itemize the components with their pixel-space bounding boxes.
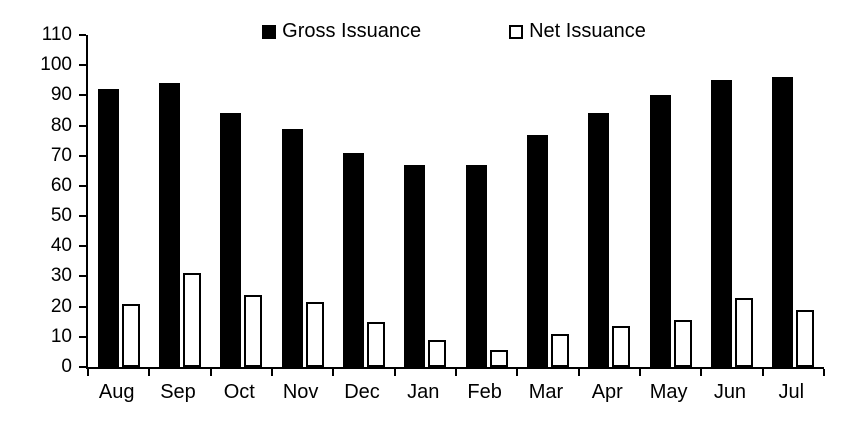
- x-tick-mark: [639, 369, 641, 376]
- x-tick-label-jun: Jun: [713, 381, 747, 403]
- x-tick-label-mar: Mar: [528, 381, 564, 403]
- y-tick-label: 40: [50, 235, 72, 257]
- net-issuance-bar-jan: [428, 339, 447, 367]
- hollow-square-icon: [509, 24, 524, 39]
- y-tick-mark: [79, 34, 86, 36]
- y-tick-mark: [79, 94, 86, 97]
- x-tick-label-jan: Jan: [407, 381, 440, 403]
- x-tick-mark: [700, 369, 703, 376]
- bar-group-apr: [579, 35, 640, 367]
- x-tick-label-jul: Jul: [778, 381, 805, 403]
- gross-issuance-bar-apr: [588, 113, 610, 367]
- x-tick-mark: [87, 369, 89, 376]
- bar-group-may: [640, 35, 701, 367]
- gross-issuance-bar-sep: [158, 83, 180, 367]
- y-tick-label: 20: [50, 295, 72, 317]
- bar-group-feb: [456, 35, 517, 367]
- legend-item-gross-issuance: Gross Issuance: [262, 20, 421, 43]
- legend-label-gross: Gross Issuance: [282, 20, 422, 42]
- y-tick-label: 90: [50, 84, 72, 106]
- x-tick-mark: [148, 369, 151, 376]
- bar-group-nov: [272, 35, 333, 367]
- y-tick-mark: [79, 64, 86, 67]
- x-tick-mark: [209, 369, 212, 376]
- net-issuance-bar-feb: [489, 350, 508, 367]
- y-tick-mark: [79, 305, 86, 308]
- gross-issuance-bar-mar: [526, 134, 548, 367]
- net-issuance-bar-jun: [734, 297, 753, 367]
- x-tick-label-may: May: [649, 381, 688, 403]
- net-issuance-bar-oct: [244, 294, 263, 367]
- gross-issuance-bar-may: [649, 95, 671, 367]
- y-tick-label: 100: [40, 54, 72, 76]
- x-tick-label-apr: Apr: [591, 381, 623, 403]
- bar-groups: [88, 35, 824, 367]
- bar-group-dec: [333, 35, 394, 367]
- y-tick-label: 30: [50, 265, 72, 287]
- y-tick-label: 70: [50, 144, 72, 166]
- x-tick-mark: [271, 369, 273, 376]
- net-issuance-bar-apr: [612, 326, 631, 367]
- net-issuance-bar-aug: [121, 303, 140, 367]
- net-issuance-bar-may: [673, 320, 692, 367]
- legend: Gross Issuance Net Issuance: [86, 20, 822, 43]
- gross-issuance-bar-jun: [710, 80, 732, 367]
- legend-item-net-issuance: Net Issuance: [509, 20, 646, 43]
- gross-issuance-bar-jul: [772, 77, 794, 367]
- y-tick-mark: [79, 275, 86, 278]
- x-tick-mark: [577, 369, 580, 376]
- gross-issuance-bar-oct: [220, 113, 242, 367]
- y-tick-label: 80: [50, 114, 72, 136]
- legend-label-net: Net Issuance: [529, 20, 646, 42]
- x-tick-label-aug: Aug: [98, 381, 135, 403]
- x-tick-label-nov: Nov: [282, 381, 319, 403]
- bar-group-sep: [149, 35, 210, 367]
- y-tick-mark: [79, 215, 86, 218]
- gross-issuance-bar-jan: [404, 164, 426, 367]
- x-tick-mark: [516, 369, 519, 376]
- x-tick-mark: [455, 369, 457, 376]
- y-axis-labels: 0 10 20 30 40 50 60 70 80 90 100 110: [0, 24, 72, 377]
- x-tick-label-sep: Sep: [160, 381, 196, 403]
- y-tick-mark: [79, 154, 86, 157]
- net-issuance-bar-sep: [182, 273, 201, 367]
- bar-group-jan: [395, 35, 456, 367]
- gross-issuance-bar-dec: [342, 152, 364, 367]
- gross-issuance-bar-nov: [281, 128, 303, 367]
- x-tick-label-dec: Dec: [344, 381, 380, 403]
- x-tick-label-feb: Feb: [467, 381, 502, 403]
- net-issuance-bar-jul: [796, 309, 815, 367]
- x-tick-mark: [823, 369, 825, 376]
- bar-group-jul: [763, 35, 824, 367]
- y-tick-label: 50: [50, 205, 72, 227]
- x-tick-mark: [761, 369, 764, 376]
- y-tick-label: 60: [50, 174, 72, 196]
- y-tick-mark: [79, 124, 86, 127]
- gross-issuance-bar-feb: [465, 164, 487, 367]
- bar-group-aug: [88, 35, 149, 367]
- bar-group-oct: [211, 35, 272, 367]
- net-issuance-bar-nov: [305, 302, 324, 367]
- x-tick-mark: [332, 369, 335, 376]
- filled-square-icon: [262, 24, 277, 39]
- gross-issuance-bar-aug: [97, 89, 119, 367]
- y-tick-label: 110: [41, 24, 72, 45]
- y-tick-mark: [79, 184, 86, 187]
- plot-area: [79, 34, 825, 376]
- y-tick-mark: [79, 335, 86, 338]
- net-issuance-bar-mar: [550, 333, 569, 367]
- x-axis-labels: Aug Sep Oct Nov Dec Jan Feb Mar Apr May Jun Jul: [86, 381, 822, 404]
- y-tick-label: 0: [61, 356, 72, 377]
- bar-group-mar: [517, 35, 578, 367]
- y-tick-mark: [79, 366, 86, 368]
- net-issuance-bar-dec: [366, 321, 385, 367]
- bar-group-jun: [701, 35, 762, 367]
- y-tick-label: 10: [50, 325, 72, 347]
- y-tick-mark: [79, 245, 86, 248]
- x-tick-mark: [393, 369, 396, 376]
- x-tick-label-oct: Oct: [223, 381, 255, 403]
